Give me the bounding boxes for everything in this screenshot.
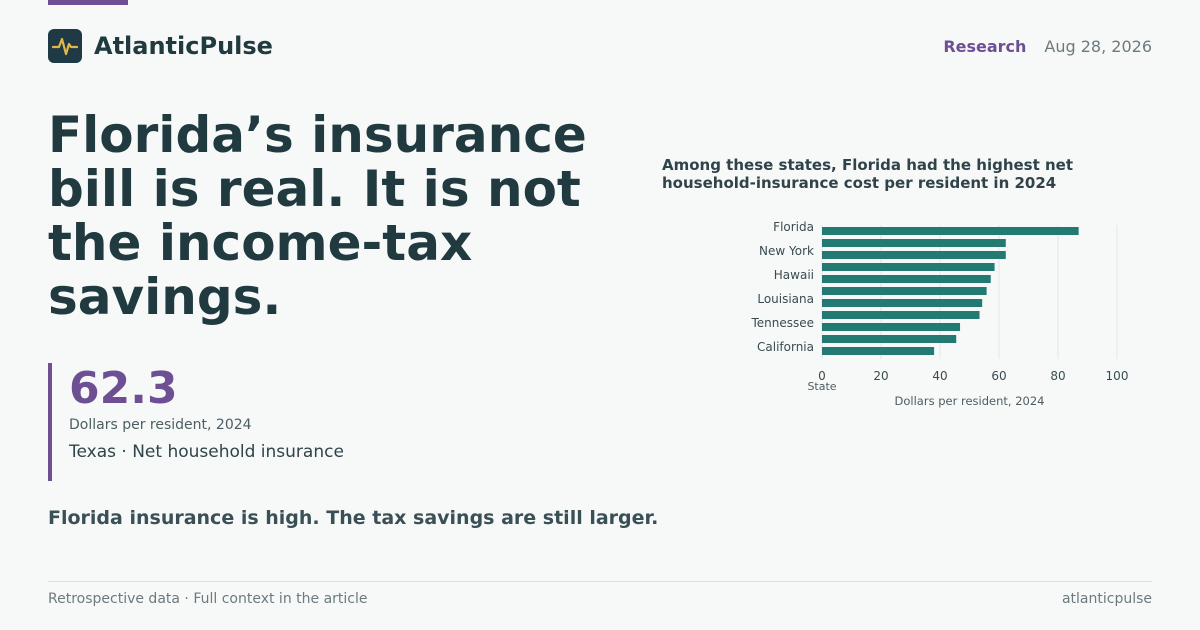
x-tick-label: 40 xyxy=(932,369,947,383)
stat-label: Texas · Net household insurance xyxy=(69,442,344,462)
publish-date: Aug 28, 2026 xyxy=(1044,37,1152,56)
stat-callout: 62.3 Dollars per resident, 2024 Texas · … xyxy=(48,363,344,481)
subhead: Florida insurance is high. The tax savin… xyxy=(48,507,659,529)
x-tick-label: 60 xyxy=(991,369,1006,383)
category-label: Hawaii xyxy=(774,268,814,282)
footer-note: Retrospective data · Full context in the… xyxy=(48,591,368,607)
category-label: California xyxy=(757,340,814,354)
bar xyxy=(822,347,935,355)
footer-divider xyxy=(48,581,1152,582)
headline: Florida’s insurance bill is real. It is … xyxy=(48,106,587,326)
article-meta: Research Aug 28, 2026 xyxy=(943,37,1152,56)
brand-name: AtlanticPulse xyxy=(94,32,273,60)
x-axis-label: Dollars per resident, 2024 xyxy=(895,394,1045,408)
chart-title: Among these states, Florida had the high… xyxy=(662,156,1074,192)
category-label: Tennessee xyxy=(750,316,814,330)
section-link[interactable]: Research xyxy=(943,37,1027,56)
y-axis-label: State xyxy=(807,380,836,393)
stat-value: 62.3 xyxy=(69,363,178,414)
bar xyxy=(822,275,991,283)
footer-brand[interactable]: atlanticpulse xyxy=(1061,591,1152,607)
category-label: Florida xyxy=(773,220,814,234)
accent-bar xyxy=(48,0,128,5)
bar xyxy=(822,263,995,271)
category-label: Louisiana xyxy=(757,292,814,306)
bar xyxy=(822,323,961,331)
bar xyxy=(822,227,1079,235)
category-label: New York xyxy=(759,244,814,258)
bar xyxy=(822,311,980,319)
x-tick-label: 100 xyxy=(1106,369,1129,383)
x-tick-label: 0 xyxy=(818,369,826,383)
bar xyxy=(822,287,987,295)
x-tick-label: 20 xyxy=(873,369,888,383)
bar xyxy=(822,335,957,343)
x-tick-label: 80 xyxy=(1050,369,1065,383)
bar xyxy=(822,299,983,307)
bar-chart: Florida New York Hawaii Louisiana Tennessee C… xyxy=(750,220,1129,408)
pulse-icon xyxy=(48,29,82,63)
bar xyxy=(822,251,1006,259)
brand[interactable]: AtlanticPulse xyxy=(48,29,273,63)
stat-unit: Dollars per resident, 2024 xyxy=(69,417,252,433)
bar xyxy=(822,239,1006,247)
